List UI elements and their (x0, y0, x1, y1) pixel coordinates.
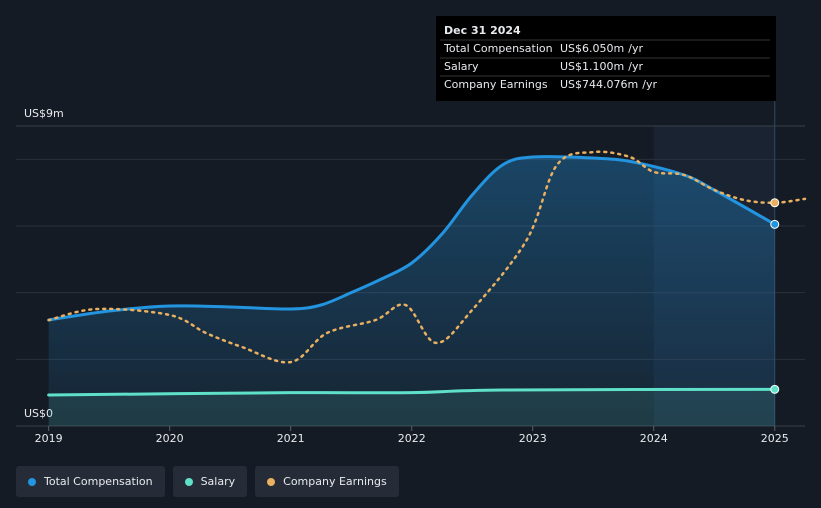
series-line (47, 155, 777, 322)
chart: US$0 US$9m 2019 2020 2021 2022 2023 2024 2025 De… (16, 16, 807, 445)
series-area (48, 389, 775, 426)
tooltip-date: Dec 31 2024 (444, 24, 521, 37)
tooltip-label: Company Earnings (444, 78, 548, 91)
tooltip-label: Total Compensation (443, 42, 553, 55)
legend-swatch (184, 477, 193, 486)
tooltip-value: US$1.100m (560, 60, 624, 73)
cursor-dot (770, 198, 780, 208)
cursor-dot (770, 219, 780, 229)
tooltip-label: Salary (444, 60, 479, 73)
legend-item[interactable]: Salary (172, 466, 248, 497)
legend-item[interactable]: Company Earnings (255, 466, 399, 497)
y-tick-label: US$9m (24, 107, 64, 120)
legend-label: Total Compensation (44, 475, 153, 488)
legend-label: Company Earnings (283, 475, 387, 488)
series-area (48, 156, 775, 426)
x-tick-label: 2024 (640, 432, 668, 445)
x-tick-label: 2025 (761, 432, 789, 445)
legend: Total Compensation Salary Company Earnings (16, 466, 399, 497)
legend-item[interactable]: Total Compensation (16, 466, 165, 497)
tooltip-unit: /yr (628, 42, 643, 55)
y-tick-label: US$0 (24, 407, 53, 420)
x-tick-label: 2019 (35, 432, 63, 445)
series-line (47, 387, 777, 397)
legend-swatch (267, 477, 276, 486)
x-tick-label: 2021 (277, 432, 305, 445)
series-line (47, 150, 807, 364)
tooltip-unit: /yr (642, 78, 657, 91)
tooltip-value: US$6.050m (560, 42, 624, 55)
x-tick-label: 2020 (156, 432, 184, 445)
cursor-dot (770, 384, 780, 394)
x-tick-label: 2023 (519, 432, 547, 445)
tooltip-unit: /yr (628, 60, 643, 73)
legend-swatch (28, 477, 36, 486)
tooltip: Dec 31 2024 Total Compensation US$6.050m/y… (436, 16, 776, 101)
x-tick-label: 2022 (398, 432, 426, 445)
legend-label: Salary (200, 475, 236, 488)
tooltip-value: US$744.076m (560, 78, 638, 91)
